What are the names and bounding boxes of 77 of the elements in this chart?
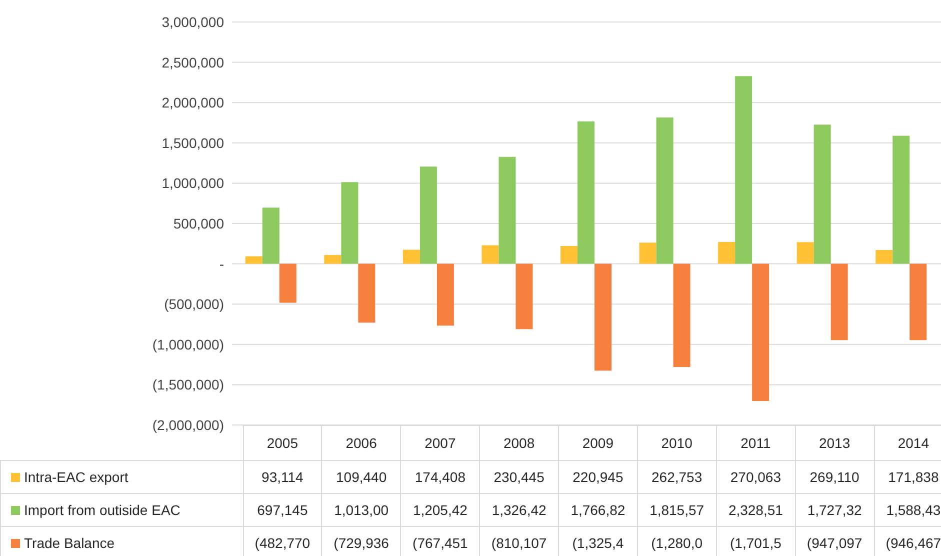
y-tick-label: (500,000) — [164, 296, 224, 312]
data-label: 2,328,51 — [716, 493, 796, 526]
data-label: 270,063 — [716, 460, 796, 493]
data-label: 174,408 — [400, 460, 480, 493]
y-tick-label: 2,000,000 — [162, 94, 224, 111]
y-tick-label: (2,000,000) — [152, 416, 224, 433]
legend-label: Import from outiside EAC — [0, 493, 243, 526]
bar — [876, 250, 893, 264]
bar — [482, 245, 499, 264]
x-tick-label: 2010 — [637, 426, 716, 460]
bar — [752, 264, 770, 401]
data-label: 1,766,82 — [558, 493, 638, 526]
data-label: (729,936 — [322, 526, 401, 556]
bar — [830, 264, 848, 340]
bar — [718, 242, 736, 264]
data-label: (1,325,4 — [558, 526, 638, 556]
data-label: 262,753 — [637, 460, 716, 493]
y-tick-label: - — [219, 256, 224, 272]
bar — [578, 121, 595, 264]
bar — [594, 264, 612, 371]
data-label: (947,097 — [795, 526, 874, 556]
data-label: 1,727,32 — [795, 493, 874, 526]
bar — [735, 76, 752, 264]
y-tick-label: 1,500,000 — [162, 134, 224, 151]
bar — [324, 254, 342, 264]
x-tick-label: 2005 — [243, 426, 322, 460]
data-label: 1,326,42 — [480, 493, 558, 526]
data-label: 109,440 — [322, 460, 401, 493]
x-tick-label: 2009 — [558, 426, 638, 460]
bar — [436, 264, 454, 326]
x-tick-label: 2007 — [400, 426, 480, 460]
data-label: (810,107 — [480, 526, 558, 556]
y-tick-label: 1,000,000 — [162, 175, 224, 192]
x-tick-label: 2011 — [716, 426, 796, 460]
bar — [656, 117, 674, 264]
y-tick-label: 2,500,000 — [162, 54, 224, 70]
legend-label: Intra-EAC export — [0, 460, 243, 493]
bar — [673, 264, 690, 367]
bar — [516, 264, 533, 330]
data-label: 220,945 — [558, 460, 638, 493]
bar — [639, 242, 656, 264]
bar — [262, 208, 280, 264]
y-tick-label: 3,000,000 — [162, 14, 224, 30]
y-tick-label: (1,500,000) — [152, 376, 224, 393]
x-tick-label: 2014 — [874, 426, 941, 460]
data-label: 1,588,43 — [874, 493, 941, 526]
x-tick-label: 2006 — [322, 426, 401, 460]
data-label: 171,838 — [874, 460, 941, 493]
data-label: (946,467 — [874, 526, 941, 556]
bar — [892, 136, 910, 264]
data-label: (767,451 — [400, 526, 480, 556]
bar — [420, 166, 437, 264]
bar — [245, 256, 262, 264]
x-tick-label: 2008 — [480, 426, 558, 460]
bar — [341, 182, 358, 264]
data-label: (1,701,5 — [716, 526, 796, 556]
x-tick-label: 2013 — [795, 426, 874, 460]
bar — [279, 264, 296, 303]
bar — [560, 246, 578, 264]
y-tick-label: (1,000,000) — [152, 336, 224, 352]
bar — [796, 242, 814, 264]
data-label: (1,280,0 — [637, 526, 716, 556]
data-label: 269,110 — [795, 460, 874, 493]
bar — [910, 264, 927, 340]
bar — [402, 250, 420, 264]
data-label: 230,445 — [480, 460, 558, 493]
bar — [498, 156, 516, 264]
data-label: 93,114 — [243, 460, 322, 493]
data-label: 1,013,00 — [322, 493, 401, 526]
y-tick-label: 500,000 — [173, 215, 224, 232]
data-label: 697,145 — [243, 493, 322, 526]
data-label: 1,815,57 — [637, 493, 716, 526]
data-label: 1,205,42 — [400, 493, 480, 526]
bar — [814, 124, 831, 264]
bar — [358, 264, 376, 323]
data-label: (482,770 — [243, 526, 322, 556]
legend-label: Trade Balance — [0, 526, 243, 556]
